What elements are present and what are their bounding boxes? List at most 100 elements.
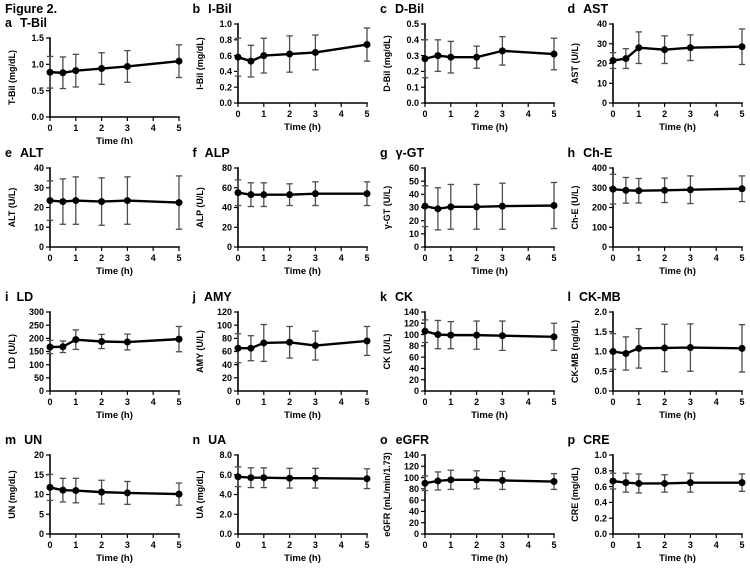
svg-text:5: 5 — [364, 253, 369, 263]
svg-text:0: 0 — [610, 540, 615, 550]
panel-p-chart: 0.0 0.2 0.4 0.6 0.8 1.0 0 1 2 3 4 5 CRE (mg/dL) Time … — [568, 448, 750, 564]
svg-text:5: 5 — [364, 397, 369, 407]
panel-c-letter: c — [380, 2, 387, 16]
svg-text:80: 80 — [409, 341, 419, 351]
svg-text:2: 2 — [474, 397, 479, 407]
svg-text:100: 100 — [216, 320, 231, 330]
svg-text:3: 3 — [500, 397, 505, 407]
svg-text:2: 2 — [99, 253, 104, 263]
svg-text:0: 0 — [226, 242, 231, 252]
chart-svg: 0.0 0.5 1.0 1.5 2.0 0 1 2 3 4 5 CK-MB (ng/dL) Time (… — [570, 307, 745, 421]
chart-svg: 0 10 20 30 40 0 1 2 3 4 5 ALT (U/L) Time (h) — [7, 163, 183, 277]
chart-svg: 0.0 0.1 0.2 0.3 0.4 0.5 0 1 2 3 4 5 D-Bil (mg/dL) Tim… — [382, 19, 558, 133]
svg-text:0.4: 0.4 — [594, 498, 607, 508]
svg-text:0: 0 — [47, 540, 52, 550]
svg-text:120: 120 — [404, 462, 419, 472]
svg-text:0: 0 — [610, 109, 615, 119]
svg-text:3: 3 — [500, 540, 505, 550]
svg-text:5: 5 — [551, 253, 556, 263]
panel-g-chart: 0 10 20 30 40 50 60 0 1 2 3 4 5 γ-GT (U/L) Time (h) — [380, 161, 563, 277]
svg-text:2: 2 — [474, 109, 479, 119]
panel-b-letter: b — [192, 2, 201, 16]
svg-text:10: 10 — [34, 490, 44, 500]
svg-text:140: 140 — [404, 307, 419, 317]
svg-text:60: 60 — [409, 163, 419, 173]
panel-p-title: CRE — [583, 433, 610, 448]
svg-text:40: 40 — [221, 359, 231, 369]
panel-e-title: ALT — [19, 145, 44, 160]
svg-text:4: 4 — [338, 253, 343, 263]
figure-title: Figure 2. — [5, 2, 58, 16]
svg-text:20: 20 — [409, 216, 419, 226]
svg-text:0: 0 — [601, 98, 606, 108]
panel-i-letter: i — [5, 289, 9, 304]
svg-text:80: 80 — [221, 333, 231, 343]
svg-text:4: 4 — [151, 253, 156, 263]
svg-text:Ch-E (U/L): Ch-E (U/L) — [570, 185, 580, 229]
svg-text:5: 5 — [739, 109, 744, 119]
svg-text:120: 120 — [404, 318, 419, 328]
svg-text:40: 40 — [409, 189, 419, 199]
panel-c-chart: 0.0 0.1 0.2 0.3 0.4 0.5 0 1 2 3 4 5 D-Bil (mg/dL) Tim… — [380, 17, 563, 133]
chart-svg: 0 10 20 30 40 50 60 0 1 2 3 4 5 γ-GT (U/L) Time (h) — [382, 163, 558, 277]
panel-f: f ALP 0 20 40 60 80 0 1 2 3 4 5 ALP (U/L) Time (h) — [188, 144, 376, 288]
svg-text:5: 5 — [551, 109, 556, 119]
svg-text:200: 200 — [591, 202, 606, 212]
svg-text:0: 0 — [422, 540, 427, 550]
svg-text:250: 250 — [29, 320, 44, 330]
svg-text:2: 2 — [287, 109, 292, 119]
panel-a-chart: 0.0 0.5 1.0 1.5 0 1 2 3 4 5 T-Bil (mg/dL) Time (h) — [5, 31, 188, 144]
svg-text:1: 1 — [261, 109, 266, 119]
panel-n-header: n UA — [193, 433, 376, 448]
panel-o-chart: 0 20 40 60 80 100 120 140 0 1 2 3 4 5 eGFR (mL/min/1.7… — [380, 448, 563, 564]
svg-text:2: 2 — [99, 123, 104, 133]
svg-text:4: 4 — [713, 109, 718, 119]
svg-text:3: 3 — [500, 253, 505, 263]
panel-l-header: l CK-MB — [568, 290, 750, 305]
svg-text:0: 0 — [414, 386, 419, 396]
panel-d-letter: d — [567, 2, 576, 16]
svg-text:5: 5 — [551, 540, 556, 550]
svg-text:0.4: 0.4 — [406, 35, 419, 45]
svg-text:CK-MB (ng/dL): CK-MB (ng/dL) — [570, 320, 580, 383]
svg-text:20: 20 — [221, 373, 231, 383]
svg-text:4: 4 — [526, 397, 531, 407]
svg-text:2: 2 — [474, 540, 479, 550]
svg-text:3: 3 — [687, 253, 692, 263]
panel-b-chart: 0.0 0.2 0.4 0.6 0.8 1.0 0 1 2 3 4 5 I-Bil (mg/dL) Tim… — [193, 17, 376, 133]
svg-text:eGFR (mL/min/1.73): eGFR (mL/min/1.73) — [382, 452, 392, 537]
svg-text:400: 400 — [591, 163, 606, 173]
svg-text:1.0: 1.0 — [594, 346, 607, 356]
svg-text:0.0: 0.0 — [219, 529, 232, 539]
svg-text:15: 15 — [34, 470, 44, 480]
svg-text:3: 3 — [500, 109, 505, 119]
svg-text:0: 0 — [226, 386, 231, 396]
svg-text:100: 100 — [591, 222, 606, 232]
svg-text:0: 0 — [39, 529, 44, 539]
panel-o-title: eGFR — [395, 433, 429, 448]
svg-text:4: 4 — [526, 253, 531, 263]
panel-j-letter: j — [192, 289, 196, 304]
svg-text:5: 5 — [39, 510, 44, 520]
svg-text:1: 1 — [636, 109, 641, 119]
svg-text:1.0: 1.0 — [31, 60, 44, 70]
svg-text:T-Bil (mg/dL): T-Bil (mg/dL) — [7, 50, 17, 105]
svg-text:150: 150 — [29, 346, 44, 356]
panel-n-title: UA — [208, 433, 227, 448]
panel-m-title: UN — [24, 433, 43, 448]
panel-a: Figure 2. a T-Bil 0.0 0.5 1.0 1.5 0 1 2 3 4 5 T-Bil… — [0, 0, 188, 144]
svg-text:140: 140 — [404, 450, 419, 460]
panel-p-letter: p — [567, 433, 576, 448]
chart-svg: 0 50 100 150 200 250 300 0 1 2 3 4 5 LD (U/L) Time (h) — [7, 307, 183, 421]
svg-text:2.0: 2.0 — [594, 307, 607, 317]
svg-text:0: 0 — [610, 397, 615, 407]
svg-text:60: 60 — [221, 346, 231, 356]
svg-text:4: 4 — [338, 540, 343, 550]
panel-j-header: j AMY — [193, 290, 376, 305]
svg-text:1: 1 — [73, 253, 78, 263]
svg-text:ALT (U/L): ALT (U/L) — [7, 187, 17, 227]
panel-k-title: CK — [394, 289, 414, 304]
svg-text:5: 5 — [551, 397, 556, 407]
svg-text:0.0: 0.0 — [219, 98, 232, 108]
